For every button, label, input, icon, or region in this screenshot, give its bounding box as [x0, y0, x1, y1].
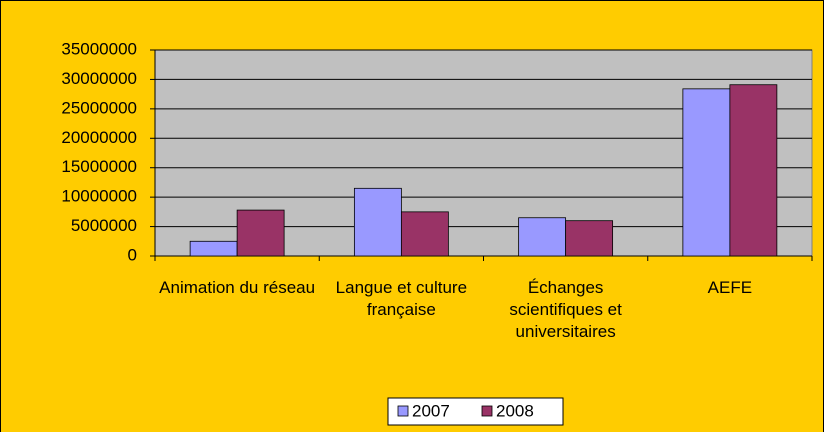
x-tick-label: AEFE [707, 278, 753, 297]
y-tick-label: 0 [128, 245, 137, 264]
y-tick-label: 25000000 [61, 98, 137, 117]
bar [189, 240, 238, 257]
bar [682, 88, 731, 257]
bar [518, 217, 567, 257]
bar [236, 209, 285, 257]
bar [353, 187, 402, 257]
x-tick-label: Animation du réseau [159, 278, 316, 297]
bar [565, 220, 614, 257]
y-tick-label: 20000000 [61, 128, 137, 147]
y-tick-label: 5000000 [71, 216, 137, 235]
y-tick-label: 15000000 [61, 157, 137, 176]
bar [729, 84, 778, 257]
legend-swatch [481, 405, 493, 417]
legend-box [387, 397, 564, 426]
y-tick-label: 35000000 [61, 39, 137, 58]
legend-swatch [397, 405, 409, 417]
legend-label: 2008 [496, 401, 534, 420]
x-tick-label: Échanges scientifiques et universitaires [509, 278, 622, 341]
x-tick-label: Langue et culture française [335, 278, 468, 319]
legend-label: 2007 [412, 401, 450, 420]
y-tick-label: 30000000 [61, 69, 137, 88]
bar [400, 211, 449, 257]
y-tick-label: 10000000 [61, 187, 137, 206]
